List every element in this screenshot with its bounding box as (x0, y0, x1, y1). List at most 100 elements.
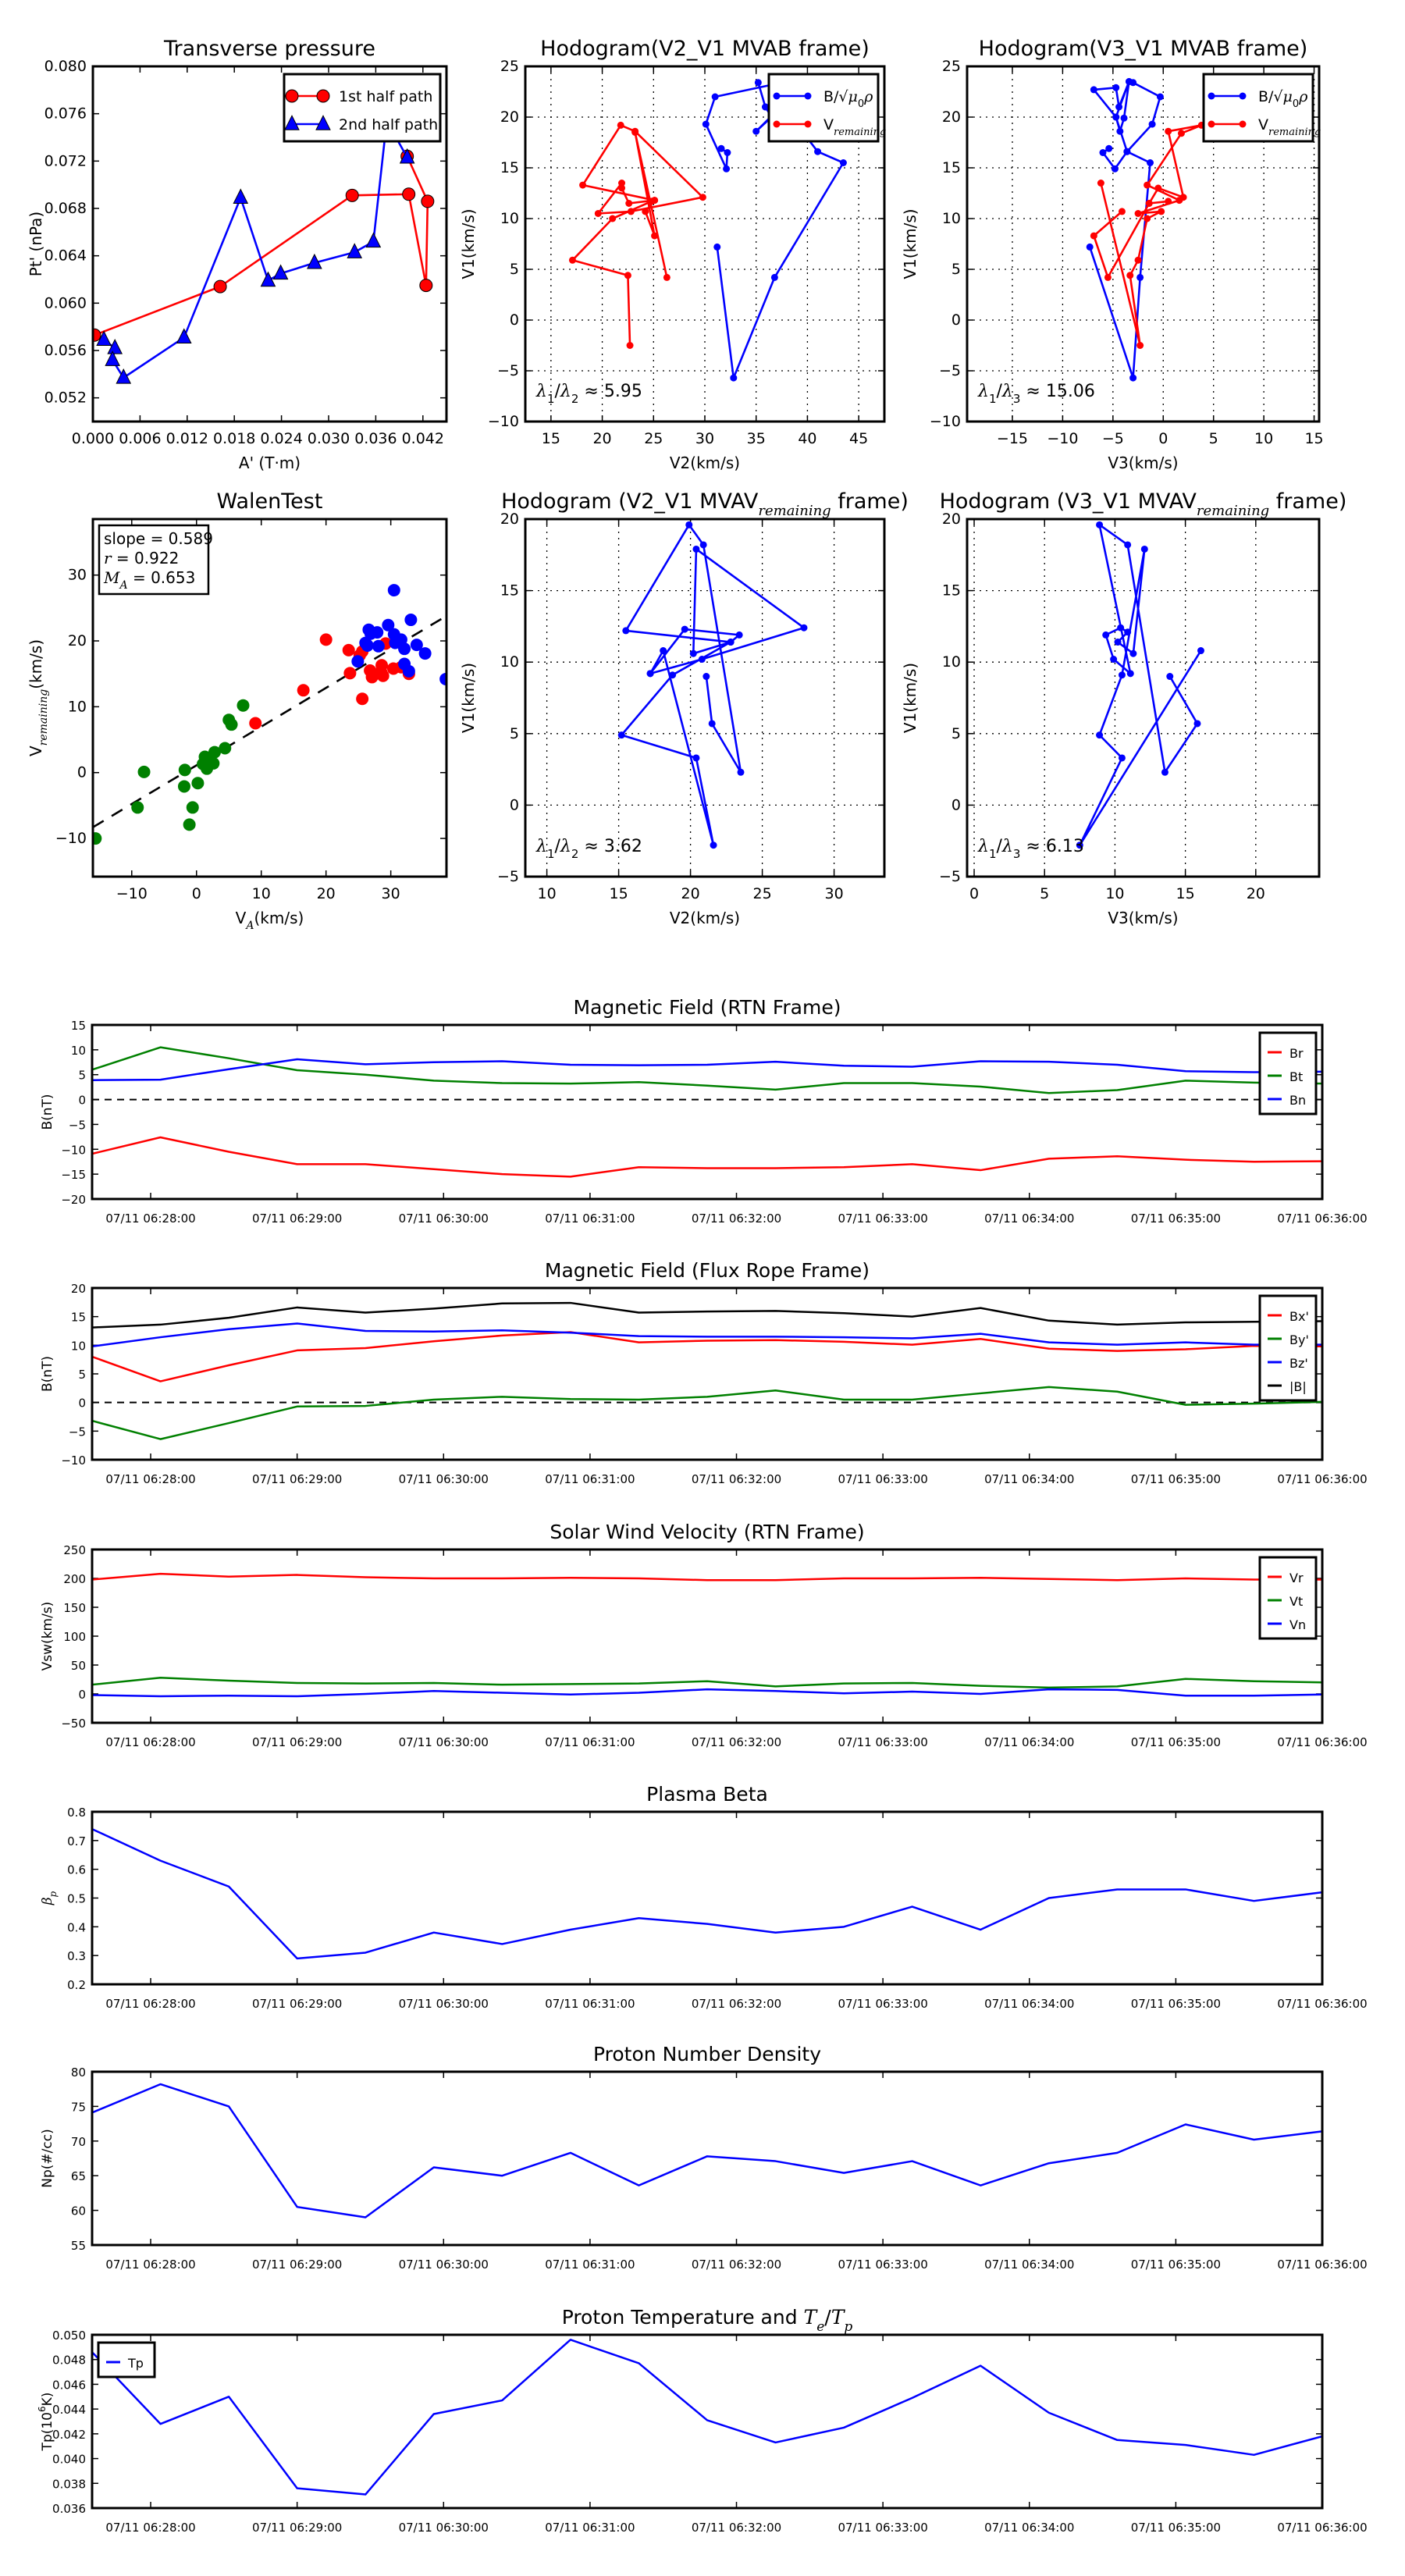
y-tick-label: −10 (61, 1453, 86, 1468)
x-tick-label: 07/11 06:28:00 (105, 1472, 195, 1486)
text-segment: p (48, 1891, 59, 1897)
chart-title: Hodogram(V3_V1 MVAB frame) (979, 37, 1308, 61)
axes-frame (91, 2333, 1324, 2510)
x-tick-label: 07/11 06:30:00 (399, 2258, 489, 2272)
eigenvalue-ratio-annotation: λ1/λ2 ≈ 3.62 (535, 837, 642, 861)
circle-marker (617, 731, 625, 739)
x-tick-label: 25 (753, 885, 772, 902)
fit-statistic: r = 0.922 (104, 549, 179, 568)
y-tick-label: −50 (61, 1717, 86, 1731)
x-tick-label: −10 (116, 885, 148, 902)
y-tick-label: 30 (68, 567, 87, 584)
y-tick-label: 10 (500, 653, 519, 671)
y-tick-label: −5 (69, 1118, 86, 1132)
circle-marker (698, 656, 706, 664)
circle-marker (1154, 184, 1162, 192)
text-segment: B/√ (1258, 88, 1283, 105)
text-segment: remaining (1268, 126, 1321, 138)
circle-marker (319, 633, 333, 646)
circle-marker (1118, 754, 1126, 762)
circle-marker (418, 647, 432, 660)
y-tick-label: 0 (78, 1688, 86, 1702)
series-line-remaining (1079, 524, 1202, 846)
circle-marker (702, 120, 710, 128)
circle-marker (594, 210, 602, 217)
x-tick-label: 30 (825, 885, 844, 902)
circle-marker (1117, 624, 1125, 632)
text-segment: / (997, 837, 1003, 856)
y-tick-label: −20 (61, 1193, 86, 1207)
triangle-marker (307, 253, 322, 269)
series-line-bt (92, 1046, 1322, 1094)
legend: B/√μ0ρ Vremaining (767, 73, 886, 143)
axes-frame (91, 518, 448, 878)
series-line-br (92, 1136, 1322, 1178)
text-segment: ≈ 5.95 (578, 382, 642, 401)
chart-title: Transverse pressure (163, 37, 375, 61)
y-tick-label: 50 (71, 1659, 86, 1673)
text-segment: β (40, 1897, 55, 1905)
circle-marker (1090, 232, 1097, 240)
x-tick-label: 07/11 06:29:00 (252, 1472, 342, 1486)
plot-area (92, 1301, 1322, 1440)
chart-hodogram-v2-v1-mvav: Hodogram (V2_V1 MVAVremaining frame)10 15… (459, 489, 909, 927)
legend-frame (97, 2341, 156, 2379)
y-tick-label: 0.042 (52, 2428, 86, 2442)
circle-marker (207, 756, 220, 770)
x-tick-label: 07/11 06:34:00 (984, 2521, 1074, 2535)
circle-marker (1111, 165, 1119, 173)
y-tick-label: 0 (951, 796, 961, 813)
circle-marker (699, 541, 707, 549)
y-tick-label: 75 (71, 2100, 86, 2114)
x-tick-label: 07/11 06:36:00 (1277, 1997, 1367, 2011)
x-tick-label: 07/11 06:34:00 (984, 2258, 1074, 2272)
circle-marker (1158, 208, 1165, 215)
circle-marker (1076, 841, 1083, 849)
x-tick-label: 25 (644, 430, 663, 447)
circle-marker (1239, 92, 1247, 100)
circle-marker (219, 742, 232, 755)
circle-marker (1097, 180, 1104, 187)
x-tick-label: 07/11 06:35:00 (1131, 2258, 1221, 2272)
x-tick-label: 40 (798, 430, 816, 447)
y-tick-label: 0.038 (52, 2477, 86, 2491)
y-tick-label: 15 (71, 1019, 86, 1033)
y-tick-label: 20 (500, 109, 519, 126)
y-axis-label: βp (40, 1891, 59, 1905)
x-tick-label: 07/11 06:29:00 (252, 1735, 342, 1749)
text-segment: / (555, 837, 561, 856)
triangle-marker (176, 328, 192, 344)
chart-hodogram-v3-v1-mvab: Hodogram(V3_V1 MVAB frame)−15 −10 −5 0 5 10 15… (901, 37, 1324, 472)
circle-marker (692, 754, 700, 762)
y-tick-label: 0 (510, 796, 519, 813)
legend-item: Vn (1268, 1617, 1306, 1632)
legend-label: Bt (1289, 1069, 1303, 1084)
triangle-marker (347, 243, 363, 258)
x-tick-label: 07/11 06:31:00 (545, 1472, 635, 1486)
legend-label: Vn (1289, 1617, 1306, 1632)
y-tick-label: −5 (497, 362, 519, 379)
y-tick-label: 65 (71, 2169, 86, 2183)
circle-marker (627, 208, 635, 215)
series-line-bn (92, 1058, 1322, 1081)
triangle-marker (116, 368, 132, 384)
text-segment: M (103, 568, 120, 587)
circle-marker (579, 181, 587, 189)
legend: Vr Vt Vn (1258, 1556, 1318, 1640)
text-segment: p (844, 2319, 852, 2335)
text-segment: B/√ (823, 88, 848, 105)
x-tick-label: 07/11 06:29:00 (252, 1212, 342, 1226)
legend-frame (1258, 1294, 1318, 1402)
circle-marker (402, 187, 416, 201)
circle-marker (804, 120, 812, 128)
circle-marker (737, 768, 745, 776)
text-segment: A (244, 920, 254, 932)
legend-frame (1258, 1031, 1318, 1115)
y-tick-label: 20 (942, 511, 961, 528)
circle-marker (1144, 181, 1151, 189)
x-tick-label: 07/11 06:30:00 (399, 1212, 489, 1226)
circle-marker (1096, 521, 1104, 528)
circle-marker (1120, 114, 1128, 122)
